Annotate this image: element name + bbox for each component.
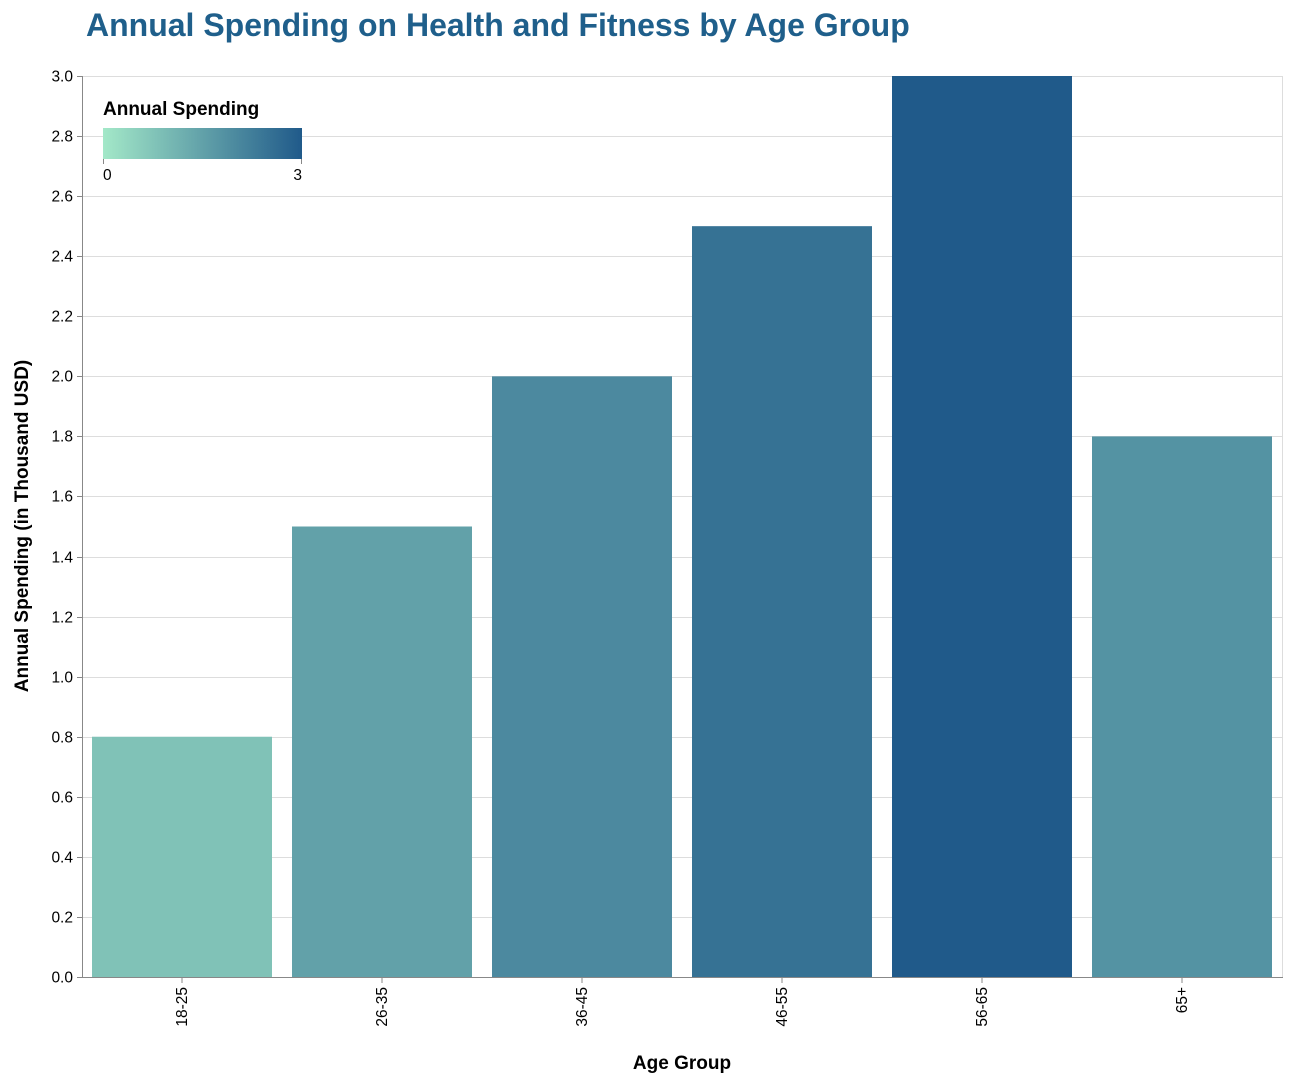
y-tick-label: 2.0 [51,369,73,386]
y-tick-label: 3.0 [51,69,73,86]
gridlines [82,76,1283,978]
x-axis: 18-25 26-35 36-45 46-55 56-65 65+ [82,977,1283,1027]
y-axis-title: Annual Spending (in Thousand USD) [12,360,33,692]
y-tick-label: 1.0 [51,670,73,687]
y-tick-label: 0.8 [51,730,73,747]
x-tick-label: 56-65 [974,987,991,1027]
y-tick-label: 1.6 [51,489,73,506]
bar-46-55 [692,226,872,977]
bar-56-65 [892,76,1072,977]
y-tick-label: 2.2 [51,309,73,326]
color-legend: Annual Spending 0 3 [103,99,302,184]
y-axis: 0.0 0.2 0.4 0.6 0.8 1.0 1.2 1.4 1.6 1.8 2.0 2.2 2.4 2… [51,69,83,987]
legend-gradient-bar [103,128,302,159]
bar-65plus [1092,436,1272,977]
legend-max-label: 3 [293,167,302,184]
y-tick-label: 2.8 [51,129,73,146]
bar-26-35 [292,526,472,977]
y-tick-label: 2.4 [51,249,73,266]
x-tick-label: 18-25 [174,987,191,1027]
y-tick-label: 0.2 [51,910,73,927]
legend-title: Annual Spending [103,99,259,120]
bar-18-25 [92,736,272,977]
x-tick-label: 36-45 [574,987,591,1027]
y-tick-label: 1.4 [51,550,73,567]
x-axis-title: Age Group [633,1053,731,1074]
x-tick-label: 65+ [1174,987,1191,1013]
chart-title: Annual Spending on Health and Fitness by… [86,7,910,43]
bar-36-45 [492,376,672,977]
y-tick-label: 0.4 [51,850,73,867]
y-tick-label: 2.6 [51,189,73,206]
y-tick-label: 1.8 [51,429,73,446]
x-tick-label: 26-35 [374,987,391,1027]
y-tick-label: 0.0 [51,970,73,987]
x-tick-label: 46-55 [774,987,791,1027]
legend-min-label: 0 [103,167,112,184]
bars [92,76,1272,977]
y-tick-label: 0.6 [51,790,73,807]
y-tick-label: 1.2 [51,610,73,627]
